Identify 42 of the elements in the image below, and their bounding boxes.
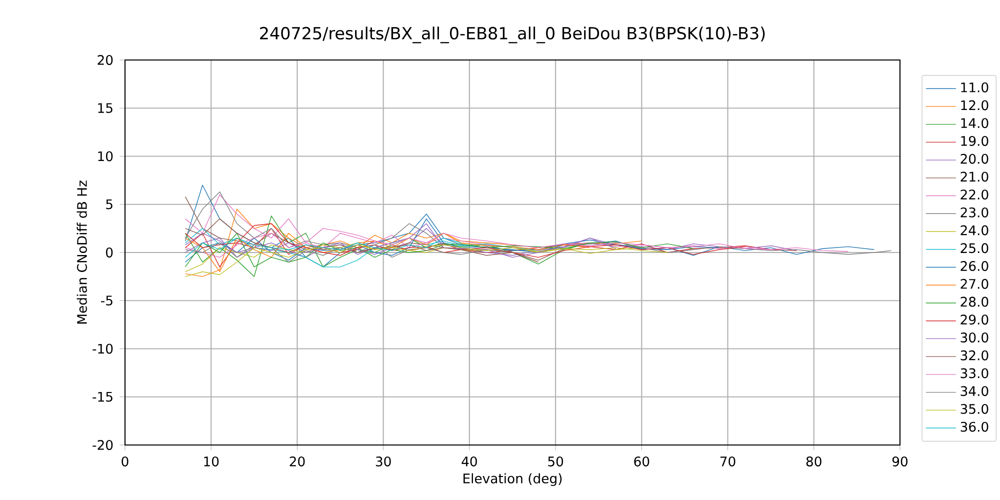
legend-label: 27.0: [960, 278, 988, 289]
y-tick-label: 0: [106, 248, 113, 258]
y-tick-label: 10: [98, 151, 113, 162]
legend-label: 28.0: [960, 296, 988, 307]
y-axis-title: Median CNoDiff dB Hz: [76, 180, 87, 324]
y-tick-label: -20: [92, 440, 113, 450]
y-tick-label: -15: [92, 392, 112, 402]
x-tick-label: 40: [462, 456, 477, 466]
legend-label: 30.0: [960, 332, 988, 342]
legend-label: 23.0: [960, 207, 988, 218]
y-tick-label: 20: [98, 55, 113, 65]
y-tick-label: 15: [98, 103, 112, 114]
legend-label: 35.0: [960, 404, 988, 414]
x-tick-label: 10: [204, 456, 219, 466]
legend-label: 21.0: [960, 172, 988, 182]
legend-label: 34.0: [960, 386, 988, 396]
y-tick-label: -10: [92, 344, 113, 354]
legend-label: 14.0: [961, 118, 988, 128]
legend-label: 33.0: [960, 368, 988, 378]
legend-label: 19.0: [961, 136, 988, 146]
legend-label: 22.0: [960, 190, 988, 200]
chart-title: 240725/results/BX_all_0-EB81_all_0 BeiDou B3(BPSK(10)-B3): [260, 26, 765, 44]
legend-label: 29.0: [960, 314, 988, 325]
x-tick-label: 70: [720, 456, 736, 466]
legend-label: 20.0: [960, 154, 988, 164]
x-tick-label: 50: [548, 456, 564, 466]
y-tick-label: 5: [106, 199, 112, 210]
legend-label: 12.0: [961, 100, 988, 110]
x-tick-label: 90: [892, 456, 908, 466]
legend-label: 11.0: [961, 82, 988, 92]
x-tick-label: 60: [634, 456, 650, 466]
x-tick-label: 0: [122, 456, 128, 466]
legend-label: 36.0: [960, 422, 988, 432]
legend-label: 24.0: [960, 225, 988, 236]
x-tick-label: 80: [806, 456, 822, 466]
legend-label: 25.0: [960, 243, 988, 254]
x-tick-label: 30: [376, 456, 391, 466]
x-tick-label: 20: [290, 456, 305, 466]
legend-label: 32.0: [960, 350, 988, 360]
y-tick-label: -5: [101, 296, 112, 306]
legend-label: 26.0: [960, 261, 988, 272]
x-axis-title: Elevation (deg): [464, 473, 562, 486]
